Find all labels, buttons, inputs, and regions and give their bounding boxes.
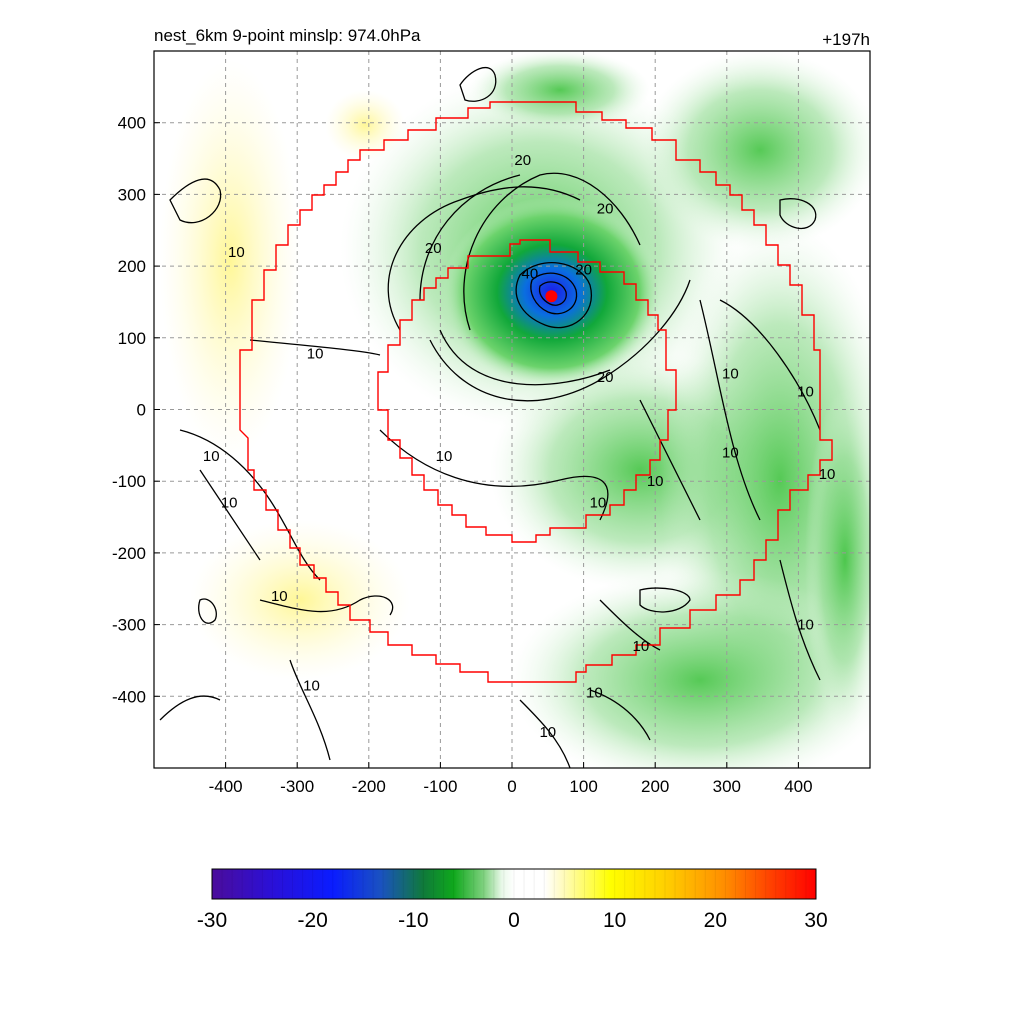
x-tick-label: -300 xyxy=(280,777,314,796)
contour-label: 10 xyxy=(590,495,607,512)
storm-center-marker xyxy=(545,290,558,303)
contour-label: 10 xyxy=(797,617,814,634)
x-tick-label: -400 xyxy=(209,777,243,796)
contour-label: 10 xyxy=(303,678,320,695)
contour-label: 20 xyxy=(597,201,614,218)
contour-label: 10 xyxy=(647,473,664,490)
contour-label: 20 xyxy=(575,262,592,279)
x-axis-ticks: -400 -300 -200 -100 0 100 200 300 400 xyxy=(209,762,813,796)
colorbar-tick-label: 0 xyxy=(508,909,520,932)
x-tick-label: 100 xyxy=(569,777,597,796)
y-tick-label: -200 xyxy=(112,544,146,563)
contour-lines xyxy=(159,66,821,768)
contour-label: 10 xyxy=(797,384,814,401)
x-tick-label: 200 xyxy=(641,777,669,796)
y-tick-label: -100 xyxy=(112,472,146,491)
contour-label: 10 xyxy=(436,448,453,465)
y-tick-label: 200 xyxy=(118,257,146,276)
y-tick-label: 100 xyxy=(118,329,146,348)
contour-label: 10 xyxy=(271,588,288,605)
y-tick-label: 400 xyxy=(118,114,146,133)
colorbar-tick-label: 30 xyxy=(804,909,827,932)
colorbar-tick-label: 20 xyxy=(704,909,727,932)
colorbar-tick-label: -30 xyxy=(197,909,227,932)
x-tick-label: 300 xyxy=(713,777,741,796)
contour-label: 20 xyxy=(597,369,614,386)
map-title: nest_6km 9-point minslp: 974.0hPa xyxy=(154,26,421,45)
colorbar-ticks: -30 -20 -10 0 10 20 30 xyxy=(197,869,828,932)
outer-nest-domain-outline xyxy=(239,101,833,683)
colorbar-tick-label: 10 xyxy=(603,909,626,932)
colorbar-tick-label: -20 xyxy=(297,909,327,932)
contour-label: 10 xyxy=(203,448,220,465)
x-tick-label: 400 xyxy=(784,777,812,796)
contour-label: 10 xyxy=(221,495,238,512)
contour-label: 10 xyxy=(633,638,650,655)
colorbar-gradient xyxy=(211,868,817,900)
y-tick-label: 300 xyxy=(118,185,146,204)
inner-nest-domain-outline xyxy=(377,239,677,543)
y-tick-label: -300 xyxy=(112,616,146,635)
contour-label: 10 xyxy=(586,685,603,702)
x-tick-label: -100 xyxy=(423,777,457,796)
contour-label: 20 xyxy=(425,240,442,257)
contour-labels: 10 10 20 20 20 40 20 20 10 10 10 10 10 10 10 10 10 10 10 10… xyxy=(203,152,835,741)
contour-label: 10 xyxy=(722,445,739,462)
map-plot-area: 10 10 20 20 20 40 20 20 10 10 10 10 10 10 10 10 10 10 10 10… xyxy=(154,51,870,768)
contour-label: 10 xyxy=(819,466,836,483)
colorbar: -30 -20 -10 0 10 20 30 xyxy=(197,868,828,932)
contour-label: 10 xyxy=(228,244,245,261)
x-tick-label: -200 xyxy=(352,777,386,796)
contour-label: 10 xyxy=(539,724,556,741)
forecast-hour-label: +197h xyxy=(822,30,870,49)
y-tick-label: 0 xyxy=(137,401,146,420)
contour-label: 10 xyxy=(722,366,739,383)
colorbar-tick-label: -10 xyxy=(398,909,428,932)
y-axis-ticks: 400 300 200 100 0 -100 -200 -300 -400 xyxy=(112,114,160,706)
y-tick-label: -400 xyxy=(112,687,146,706)
x-tick-label: 0 xyxy=(507,777,516,796)
contour-label: 10 xyxy=(307,346,324,363)
contour-label: 40 xyxy=(522,265,539,282)
contour-label: 20 xyxy=(514,152,531,169)
